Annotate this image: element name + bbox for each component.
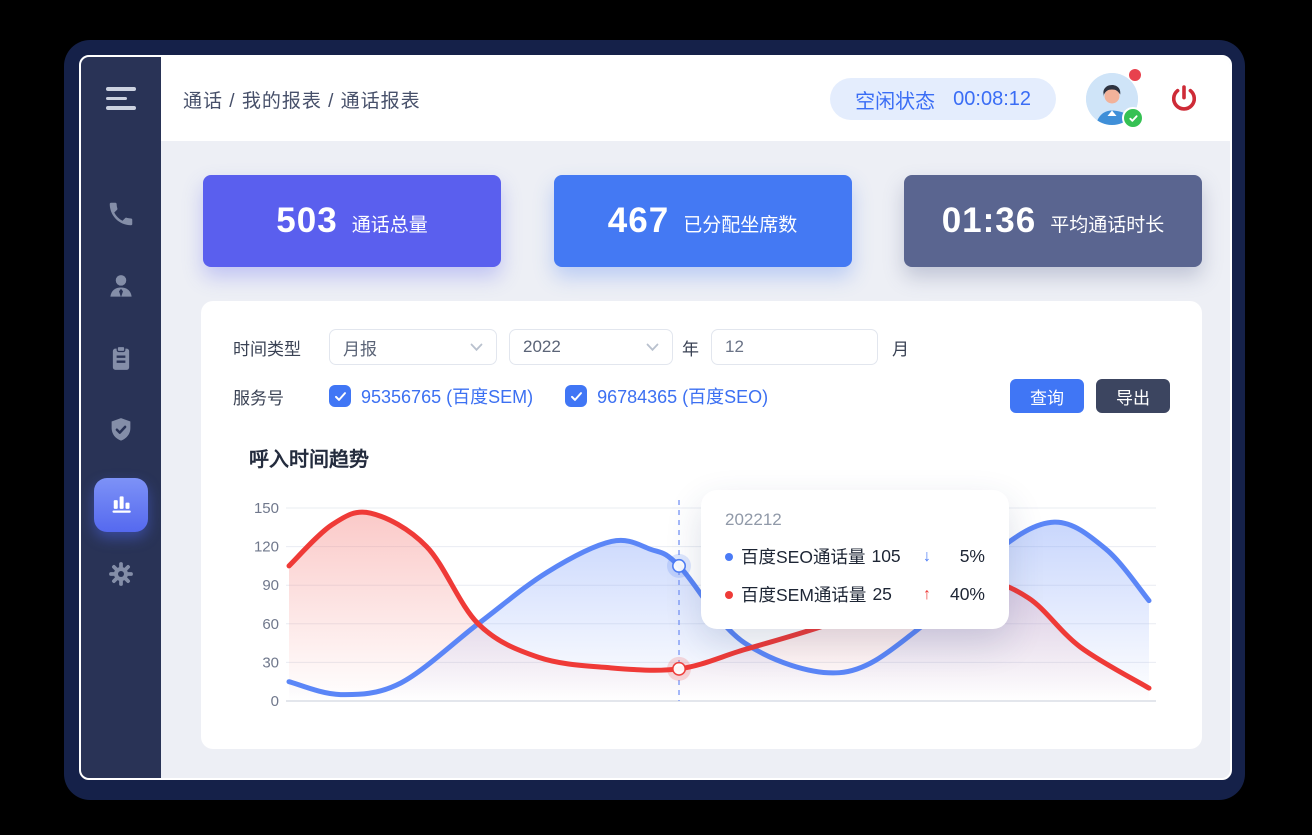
service-label: 服务号 — [233, 388, 284, 408]
month-input[interactable] — [711, 329, 878, 365]
export-button[interactable]: 导出 — [1096, 379, 1170, 413]
status-timer: 00:08:12 — [953, 87, 1031, 110]
report-panel: 时间类型 月报 2022 年 — [201, 301, 1202, 749]
sidebar-item-settings[interactable] — [94, 550, 148, 604]
svg-text:150: 150 — [254, 500, 279, 517]
app-frame: 通话 / 我的报表 / 通话报表 空闲状态 00:08:12 — [79, 55, 1232, 780]
notification-dot — [1129, 69, 1141, 81]
main-area: 通话 / 我的报表 / 通话报表 空闲状态 00:08:12 — [161, 57, 1230, 778]
service-option-label: 96784365 (百度SEO) — [597, 387, 769, 407]
agent-status-pill[interactable]: 空闲状态 00:08:12 — [830, 78, 1056, 120]
tooltip-row-sem: 百度SEM通话量 25 ↑ 40% — [725, 582, 985, 607]
user-icon — [106, 271, 136, 306]
sidebar-item-security[interactable] — [94, 406, 148, 460]
time-type-label: 时间类型 — [233, 339, 301, 359]
stat-label: 通话总量 — [351, 215, 428, 236]
stat-value: 467 — [607, 201, 670, 240]
checkbox-checked-icon[interactable] — [329, 385, 351, 407]
chevron-down-icon — [646, 337, 659, 357]
tooltip-series-value: 105 — [871, 546, 901, 566]
settings-icon — [106, 559, 136, 594]
tooltip-change-pct: 5% — [959, 546, 985, 566]
stat-label: 平均通话时长 — [1050, 215, 1165, 236]
series-dot-seo — [725, 552, 733, 561]
bar-chart-icon — [106, 487, 136, 522]
phone-icon — [106, 199, 136, 234]
query-button[interactable]: 查询 — [1010, 379, 1084, 413]
tooltip-series-name: 百度SEO通话量 — [741, 547, 866, 567]
time-type-value: 月报 — [343, 339, 377, 359]
app-window: 通话 / 我的报表 / 通话报表 空闲状态 00:08:12 — [64, 40, 1245, 800]
svg-text:30: 30 — [262, 654, 279, 671]
svg-text:120: 120 — [254, 539, 279, 556]
sidebar-item-calls[interactable] — [94, 190, 148, 244]
trend-chart: 0 30 60 90 120 150 202212 百度SEO通话量 105 ↓ 5% — [241, 490, 1181, 721]
sidebar-item-tasks[interactable] — [94, 334, 148, 388]
breadcrumb: 通话 / 我的报表 / 通话报表 — [183, 90, 421, 112]
stat-value: 503 — [276, 201, 338, 240]
top-bar: 通话 / 我的报表 / 通话报表 空闲状态 00:08:12 — [161, 57, 1230, 141]
power-icon[interactable] — [1168, 83, 1200, 115]
service-checkbox-seo[interactable]: 96784365 (百度SEO) — [565, 383, 768, 409]
stat-value: 01:36 — [941, 201, 1037, 240]
line-chart-canvas[interactable]: 0 30 60 90 120 150 — [241, 496, 1181, 721]
sidebar — [81, 57, 161, 778]
time-type-select[interactable]: 月报 — [329, 329, 497, 365]
menu-icon[interactable] — [106, 87, 136, 116]
tooltip-change-pct: 40% — [949, 584, 985, 604]
series-dot-sem — [725, 590, 733, 599]
tooltip-series-value: 25 — [872, 584, 892, 604]
shield-icon — [106, 415, 136, 450]
status-label: 空闲状态 — [855, 90, 936, 113]
tasks-icon — [106, 343, 136, 378]
tooltip-row-seo: 百度SEO通话量 105 ↓ 5% — [725, 544, 985, 569]
stat-cards: 503 通话总量 467 已分配坐席数 01:36 平均通话时长 — [201, 175, 1202, 267]
year-select[interactable]: 2022 — [509, 329, 673, 365]
stat-label: 已分配坐席数 — [683, 215, 798, 236]
year-value: 2022 — [523, 337, 561, 356]
chevron-down-icon — [470, 337, 483, 357]
month-unit-label: 月 — [892, 339, 909, 359]
chart-tooltip: 202212 百度SEO通话量 105 ↓ 5% 百度SEM通话量 — [701, 490, 1009, 629]
checkbox-checked-icon[interactable] — [565, 385, 588, 407]
svg-text:60: 60 — [262, 616, 279, 633]
sidebar-item-agents[interactable] — [94, 262, 148, 316]
arrow-up-icon: ↑ — [923, 585, 931, 603]
svg-text:0: 0 — [271, 693, 279, 710]
service-checkbox-sem[interactable]: 95356765 (百度SEM) — [329, 383, 533, 409]
avatar[interactable] — [1086, 69, 1144, 129]
arrow-down-icon: ↓ — [923, 547, 931, 565]
stat-card-total-calls: 503 通话总量 — [203, 175, 501, 267]
service-option-label: 95356765 (百度SEM) — [361, 387, 534, 407]
svg-text:90: 90 — [262, 577, 279, 594]
content: 503 通话总量 467 已分配坐席数 01:36 平均通话时长 — [161, 141, 1230, 778]
online-check-badge — [1122, 107, 1144, 129]
tooltip-series-name: 百度SEM通话量 — [741, 585, 867, 605]
sidebar-item-reports[interactable] — [94, 477, 148, 532]
stat-card-assigned-agents: 467 已分配坐席数 — [553, 175, 852, 267]
stat-card-avg-duration: 01:36 平均通话时长 — [904, 175, 1202, 267]
sidebar-nav — [94, 190, 148, 622]
tooltip-period: 202212 — [725, 510, 782, 529]
year-unit-label: 年 — [682, 339, 699, 359]
time-filter-row: 时间类型 月报 2022 年 — [233, 329, 1170, 365]
chart-title: 呼入时间趋势 — [249, 449, 369, 471]
service-filter-row: 服务号 95356765 (百度SEM) 96784365 (百度SEO) — [233, 379, 1170, 413]
